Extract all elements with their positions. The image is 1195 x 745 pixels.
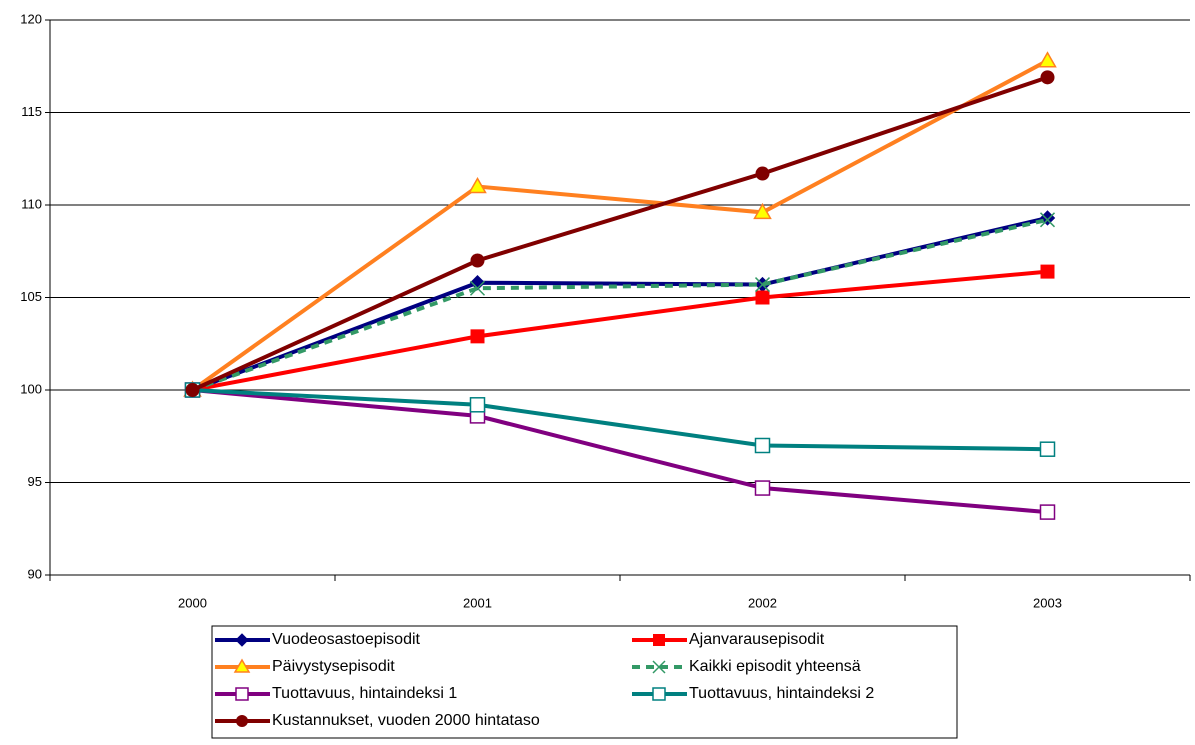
marker — [755, 166, 770, 181]
marker — [185, 383, 200, 397]
legend-box — [211, 625, 958, 739]
marker — [652, 687, 666, 701]
marker — [235, 633, 249, 647]
legend-label: Ajanvarausepisodit — [689, 631, 825, 648]
marker — [1038, 51, 1057, 68]
marker — [653, 634, 665, 646]
y-tick-label: 90 — [28, 566, 42, 581]
y-tick-label: 120 — [20, 11, 42, 26]
series-line — [191, 58, 1049, 392]
legend-label: Vuodeosastoepisodit — [272, 631, 421, 648]
marker — [753, 202, 772, 220]
y-tick-label: 115 — [21, 104, 42, 119]
x-tick-label: 2001 — [463, 595, 492, 610]
x-tick-label: 2003 — [1033, 595, 1062, 610]
marker — [470, 253, 485, 268]
marker — [754, 277, 771, 293]
marker — [468, 176, 487, 194]
y-tick-label: 100 — [20, 381, 42, 396]
marker — [1040, 264, 1055, 279]
legend-label: Tuottavuus, hintaindeksi 1 — [272, 685, 457, 702]
marker — [470, 329, 485, 344]
legend-label: Kustannukset, vuoden 2000 hintataso — [272, 712, 540, 729]
series-line — [191, 75, 1049, 392]
marker — [754, 480, 771, 496]
series-line — [191, 217, 1048, 392]
marker — [1039, 441, 1056, 457]
marker — [233, 658, 251, 673]
marker — [652, 660, 666, 674]
marker — [469, 397, 486, 413]
marker — [1040, 70, 1055, 85]
marker — [236, 715, 248, 727]
legend-label: Kaikki episodit yhteensä — [689, 658, 861, 675]
marker — [1039, 504, 1056, 520]
y-tick-label: 110 — [21, 196, 42, 211]
y-tick-label: 95 — [28, 474, 42, 489]
marker — [469, 274, 486, 291]
series-line — [192, 388, 1048, 452]
x-tick-label: 2000 — [178, 595, 207, 610]
marker — [755, 290, 770, 305]
marker — [469, 280, 486, 296]
legend-label: Tuottavuus, hintaindeksi 2 — [689, 685, 874, 702]
x-tick-label: 2002 — [748, 595, 777, 610]
marker — [1039, 212, 1056, 228]
series-line — [192, 269, 1048, 392]
y-tick-label: 105 — [20, 289, 42, 304]
marker — [754, 437, 771, 454]
series-line — [192, 388, 1048, 515]
legend-label: Päivystysepisodit — [272, 658, 395, 675]
marker — [235, 687, 249, 701]
